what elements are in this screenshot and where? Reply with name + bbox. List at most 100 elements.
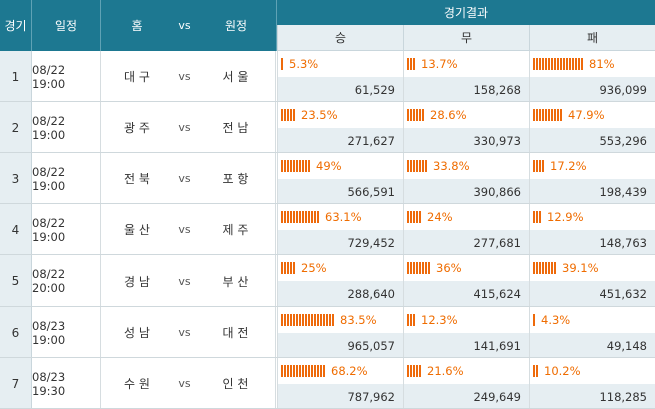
table-row: 4 08/22 19:00 울 산 vs 제 주 63.1% 729,452 24% 277,6… xyxy=(0,204,655,255)
win-percentage: 49% xyxy=(316,159,342,173)
bar-segment xyxy=(296,211,298,223)
bar-segment xyxy=(419,160,421,172)
bar-segment xyxy=(407,109,409,121)
home-team: 수 원 xyxy=(124,377,150,391)
bar-segment xyxy=(536,58,538,70)
loss-pct-cell: 12.9% xyxy=(529,204,655,230)
bar-segment xyxy=(308,211,310,223)
bar-segment xyxy=(299,365,301,377)
bar-segment xyxy=(536,211,538,223)
bar-segment xyxy=(410,211,412,223)
bar-segment xyxy=(425,160,427,172)
bar-segment xyxy=(533,262,535,274)
draw-percentage: 24% xyxy=(427,210,453,224)
win-pct-cell: 49% xyxy=(277,153,403,179)
vs-label: vs xyxy=(178,121,191,134)
row-divider xyxy=(0,357,655,358)
bar-segment xyxy=(299,160,301,172)
bar-segment xyxy=(296,365,298,377)
bar-segment xyxy=(416,365,418,377)
bar-segment xyxy=(323,314,325,326)
bar-segment xyxy=(281,211,283,223)
bar-segment xyxy=(545,58,547,70)
bar-segment xyxy=(314,365,316,377)
bar-segment xyxy=(425,262,427,274)
bar-segment xyxy=(407,160,409,172)
win-vote-count: 271,627 xyxy=(277,128,403,153)
bar-segment xyxy=(422,262,424,274)
draw-pct-cell: 21.6% xyxy=(403,358,529,384)
draw-vote-count: 141,691 xyxy=(403,333,529,358)
table-row: 3 08/22 19:00 전 북 vs 포 항 49% 566,591 33.8% 390,8… xyxy=(0,153,655,204)
loss-percentage: 4.3% xyxy=(541,313,571,327)
bar-segment xyxy=(413,314,415,326)
bar-segment xyxy=(536,109,538,121)
loss-percentage: 10.2% xyxy=(544,364,581,378)
win-pct-cell: 68.2% xyxy=(277,358,403,384)
bar-segment xyxy=(407,211,409,223)
loss-vote-count: 118,285 xyxy=(529,384,655,409)
win-percentage-bar xyxy=(281,262,295,274)
header-vs: vs xyxy=(178,19,191,32)
win-pct-cell: 23.5% xyxy=(277,102,403,128)
bar-segment xyxy=(422,109,424,121)
bar-segment xyxy=(323,365,325,377)
bar-segment xyxy=(545,109,547,121)
bar-segment xyxy=(542,58,544,70)
bar-segment xyxy=(413,365,415,377)
bar-segment xyxy=(551,262,553,274)
bar-segment xyxy=(542,109,544,121)
draw-percentage-bar xyxy=(407,365,421,377)
bar-segment xyxy=(536,262,538,274)
bar-segment xyxy=(290,160,292,172)
draw-vote-count: 330,973 xyxy=(403,128,529,153)
header-round: 경기 xyxy=(0,0,32,51)
bar-segment xyxy=(287,262,289,274)
bar-segment xyxy=(413,160,415,172)
bar-segment xyxy=(293,160,295,172)
bar-segment xyxy=(302,160,304,172)
match-date: 08/22 20:00 xyxy=(32,255,101,307)
bar-segment xyxy=(410,58,412,70)
bar-segment xyxy=(296,314,298,326)
draw-pct-cell: 24% xyxy=(403,204,529,230)
bar-segment xyxy=(314,211,316,223)
table-row: 1 08/22 19:00 대 구 vs 서 울 5.3% 61,529 13.7% 158,2… xyxy=(0,51,655,102)
win-percentage-bar xyxy=(281,314,334,326)
bar-segment xyxy=(554,262,556,274)
bar-segment xyxy=(317,365,319,377)
loss-vote-count: 148,763 xyxy=(529,230,655,255)
bar-segment xyxy=(308,160,310,172)
bar-segment xyxy=(284,365,286,377)
win-percentage: 63.1% xyxy=(325,210,362,224)
win-percentage-bar xyxy=(281,365,325,377)
bar-segment xyxy=(287,365,289,377)
bar-segment xyxy=(533,58,535,70)
bar-segment xyxy=(281,365,283,377)
win-percentage: 25% xyxy=(301,261,327,275)
bar-segment xyxy=(533,365,535,377)
loss-percentage: 17.2% xyxy=(550,159,587,173)
bar-segment xyxy=(308,314,310,326)
bar-segment xyxy=(548,58,550,70)
bar-segment xyxy=(413,262,415,274)
table-row: 7 08/23 19:30 수 원 vs 인 천 68.2% 787,962 21.6% 249… xyxy=(0,358,655,409)
header-loss: 패 xyxy=(529,25,655,51)
away-team: 서 울 xyxy=(196,51,276,102)
draw-pct-cell: 33.8% xyxy=(403,153,529,179)
bar-segment xyxy=(545,262,547,274)
vs-label: vs xyxy=(178,223,191,236)
bar-segment xyxy=(422,160,424,172)
win-pct-cell: 83.5% xyxy=(277,307,403,333)
bar-segment xyxy=(284,314,286,326)
loss-percentage-bar xyxy=(533,160,544,172)
draw-pct-cell: 36% xyxy=(403,255,529,281)
bar-segment xyxy=(293,314,295,326)
bar-segment xyxy=(281,160,283,172)
bar-segment xyxy=(407,314,409,326)
bar-segment xyxy=(557,109,559,121)
home-team: 경 남 xyxy=(124,274,150,289)
bar-segment xyxy=(281,262,283,274)
bar-segment xyxy=(539,58,541,70)
